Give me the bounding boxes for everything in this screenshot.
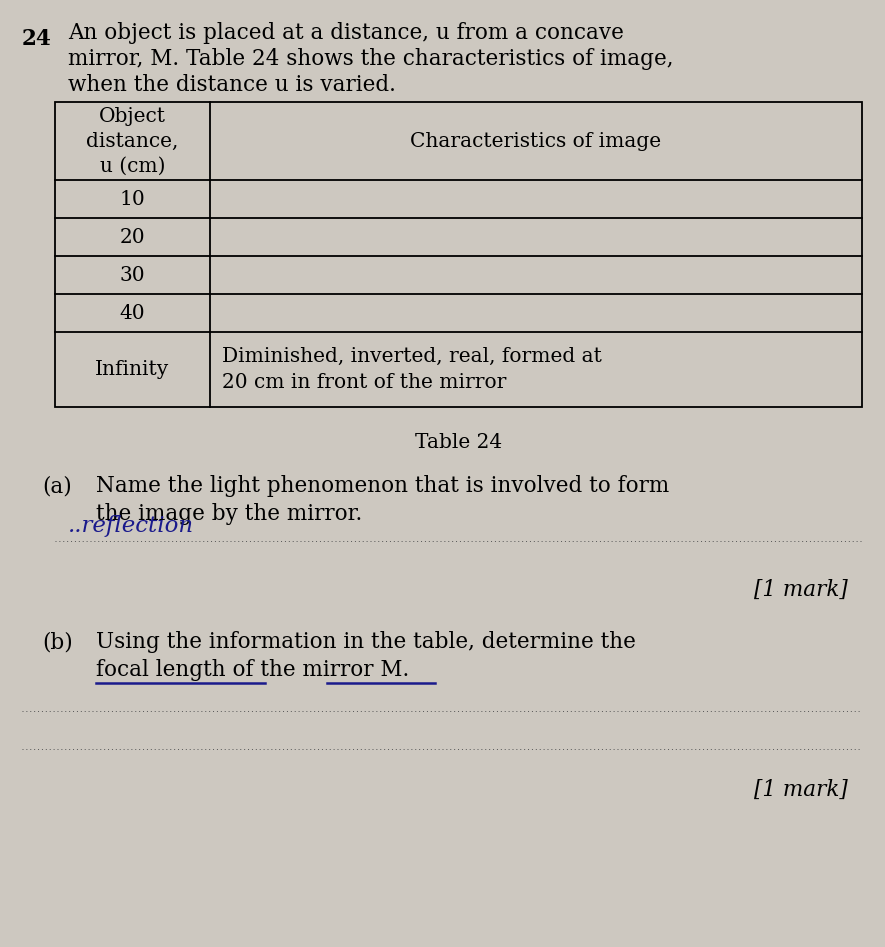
Text: Table 24: Table 24 bbox=[415, 433, 502, 452]
Text: [1 mark]: [1 mark] bbox=[754, 579, 848, 601]
Text: An object is placed at a distance, u from a concave: An object is placed at a distance, u fro… bbox=[68, 22, 624, 44]
Text: Using the information in the table, determine the: Using the information in the table, dete… bbox=[96, 631, 636, 653]
Text: Characteristics of image: Characteristics of image bbox=[411, 132, 662, 151]
Text: Infinity: Infinity bbox=[96, 360, 170, 379]
Bar bbox=[55, 102, 862, 407]
Text: 20: 20 bbox=[119, 227, 145, 246]
Text: the image by the mirror.: the image by the mirror. bbox=[96, 503, 362, 525]
Text: Object
distance,
u (cm): Object distance, u (cm) bbox=[87, 106, 179, 175]
Text: ..reflection: ..reflection bbox=[68, 515, 194, 537]
Text: (a): (a) bbox=[42, 475, 72, 497]
Text: Diminished, inverted, real, formed at
20 cm in front of the mirror: Diminished, inverted, real, formed at 20… bbox=[222, 347, 602, 392]
Text: 24: 24 bbox=[22, 28, 52, 50]
Text: [1 mark]: [1 mark] bbox=[754, 779, 848, 801]
Text: 40: 40 bbox=[119, 303, 145, 323]
Text: Name the light phenomenon that is involved to form: Name the light phenomenon that is involv… bbox=[96, 475, 669, 497]
Text: when the distance u is varied.: when the distance u is varied. bbox=[68, 74, 396, 96]
Text: (b): (b) bbox=[42, 631, 73, 653]
Text: mirror, M. Table 24 shows the characteristics of image,: mirror, M. Table 24 shows the characteri… bbox=[68, 48, 673, 70]
Text: focal length of the mirror M.: focal length of the mirror M. bbox=[96, 659, 409, 681]
Text: 30: 30 bbox=[119, 265, 145, 284]
Text: 10: 10 bbox=[119, 189, 145, 208]
